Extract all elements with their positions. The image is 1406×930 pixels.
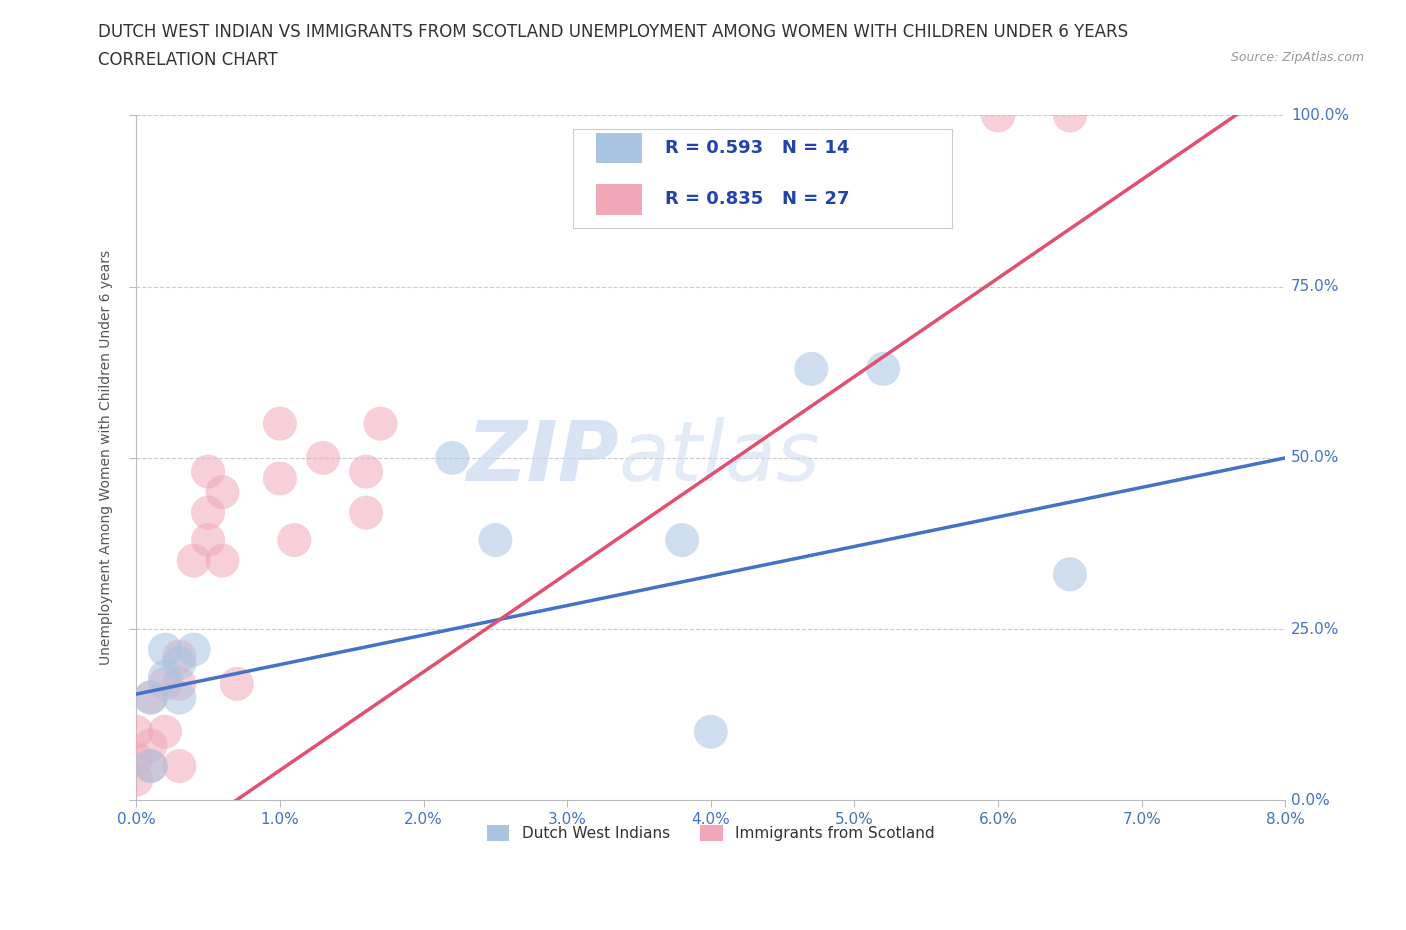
- Point: [153, 724, 176, 739]
- Point: [139, 690, 162, 705]
- Point: [197, 464, 219, 479]
- FancyBboxPatch shape: [572, 129, 952, 229]
- Point: [153, 670, 176, 684]
- Point: [139, 759, 162, 774]
- Text: 100.0%: 100.0%: [1291, 108, 1350, 123]
- Text: Source: ZipAtlas.com: Source: ZipAtlas.com: [1230, 51, 1364, 64]
- Point: [211, 485, 233, 499]
- Point: [169, 759, 191, 774]
- Point: [183, 553, 205, 568]
- Point: [211, 553, 233, 568]
- Point: [484, 533, 506, 548]
- Text: R = 0.593   N = 14: R = 0.593 N = 14: [665, 139, 849, 157]
- Point: [183, 643, 205, 658]
- Point: [125, 724, 148, 739]
- Point: [225, 676, 247, 691]
- FancyBboxPatch shape: [596, 133, 643, 164]
- Text: R = 0.835   N = 27: R = 0.835 N = 27: [665, 191, 849, 208]
- Point: [197, 505, 219, 520]
- Point: [169, 649, 191, 664]
- Y-axis label: Unemployment Among Women with Children Under 6 years: Unemployment Among Women with Children U…: [100, 250, 114, 666]
- Point: [700, 724, 723, 739]
- FancyBboxPatch shape: [596, 184, 643, 215]
- Point: [139, 759, 162, 774]
- Point: [441, 450, 464, 465]
- Point: [153, 643, 176, 658]
- Point: [987, 108, 1010, 123]
- Legend: Dutch West Indians, Immigrants from Scotland: Dutch West Indians, Immigrants from Scot…: [481, 819, 941, 847]
- Point: [1059, 567, 1081, 582]
- Text: atlas: atlas: [619, 418, 821, 498]
- Point: [169, 690, 191, 705]
- Text: CORRELATION CHART: CORRELATION CHART: [98, 51, 278, 69]
- Point: [125, 772, 148, 787]
- Text: DUTCH WEST INDIAN VS IMMIGRANTS FROM SCOTLAND UNEMPLOYMENT AMONG WOMEN WITH CHIL: DUTCH WEST INDIAN VS IMMIGRANTS FROM SCO…: [98, 23, 1129, 41]
- Point: [283, 533, 305, 548]
- Point: [354, 464, 377, 479]
- Point: [153, 676, 176, 691]
- Text: 50.0%: 50.0%: [1291, 450, 1340, 465]
- Point: [800, 362, 823, 377]
- Point: [1059, 108, 1081, 123]
- Text: 25.0%: 25.0%: [1291, 621, 1340, 636]
- Point: [872, 362, 894, 377]
- Point: [169, 656, 191, 671]
- Point: [269, 471, 291, 485]
- Point: [312, 450, 335, 465]
- Point: [671, 533, 693, 548]
- Text: 75.0%: 75.0%: [1291, 279, 1340, 294]
- Text: 0.0%: 0.0%: [1291, 792, 1330, 808]
- Point: [139, 738, 162, 753]
- Point: [197, 533, 219, 548]
- Point: [169, 676, 191, 691]
- Point: [269, 417, 291, 432]
- Point: [125, 751, 148, 766]
- Point: [139, 690, 162, 705]
- Text: ZIP: ZIP: [467, 418, 619, 498]
- Point: [370, 417, 392, 432]
- Point: [354, 505, 377, 520]
